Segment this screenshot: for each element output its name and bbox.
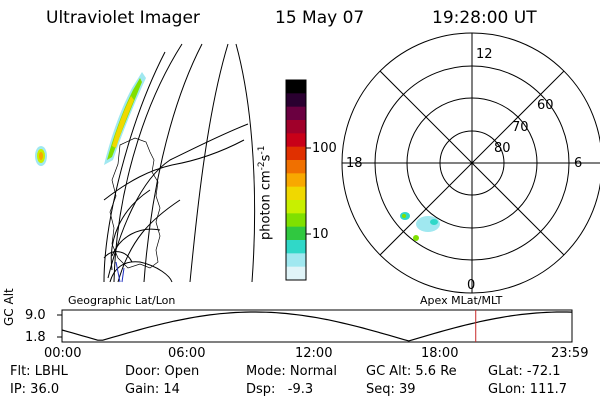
colorbar-segment bbox=[286, 133, 306, 148]
status-dsp: Dsp: -9.3 bbox=[246, 382, 314, 397]
timeline-xtick-4: 23:59 bbox=[551, 346, 589, 361]
colorbar-segment bbox=[286, 173, 306, 188]
timeline-ytick-9: 9.0 bbox=[25, 308, 46, 323]
status-filter: Flt: LBHL bbox=[10, 364, 68, 379]
mlt-label-6: 6 bbox=[574, 156, 583, 171]
colorbar-tick-100: 100 bbox=[312, 141, 337, 156]
colorbar-segment bbox=[286, 226, 306, 241]
colorbar-segment bbox=[286, 253, 306, 268]
lat-label-80: 80 bbox=[494, 141, 511, 156]
colorbar-segment bbox=[286, 120, 306, 134]
colorbar-segment bbox=[286, 106, 306, 121]
timeline-ytick-1.8: 1.8 bbox=[25, 330, 46, 345]
altitude-curve bbox=[61, 311, 573, 342]
colorbar-segment bbox=[286, 146, 306, 161]
timeline-frame bbox=[61, 309, 573, 343]
timeline-xtick-3: 18:00 bbox=[421, 346, 459, 361]
status-seq: Seq: 39 bbox=[366, 382, 416, 397]
left-emission-blobs bbox=[35, 72, 146, 166]
colorbar-segment bbox=[286, 93, 306, 108]
status-gc-alt: GC Alt: 5.6 Re bbox=[366, 364, 457, 379]
colorbar-unit-label: photon cm-2s-1 bbox=[257, 145, 274, 240]
lat-label-60: 60 bbox=[537, 98, 554, 113]
geographic-grid bbox=[103, 43, 256, 283]
colorbar-segment bbox=[286, 80, 306, 94]
right-panel-label: Apex MLat/MLT bbox=[420, 294, 503, 307]
lat-label-70: 70 bbox=[512, 120, 529, 135]
timeline-xtick-0: 00:00 bbox=[44, 346, 82, 361]
left-panel-label: Geographic Lat/Lon bbox=[68, 294, 176, 307]
status-mode: Mode: Normal bbox=[246, 364, 337, 379]
polar-grid bbox=[341, 32, 600, 294]
colorbar-segment bbox=[286, 266, 306, 281]
instrument-title: Ultraviolet Imager bbox=[46, 8, 200, 28]
timeline-xtick-1: 06:00 bbox=[168, 346, 206, 361]
status-glon: GLon: 111.7 bbox=[488, 382, 568, 397]
polar-emission bbox=[400, 212, 440, 241]
date-label: 15 May 07 bbox=[275, 8, 365, 28]
continent-outline bbox=[109, 137, 161, 269]
status-door: Door: Open bbox=[125, 364, 200, 379]
time-label: 19:28:00 UT bbox=[432, 8, 537, 28]
mlt-label-18: 18 bbox=[346, 156, 363, 171]
colorbar-segment bbox=[286, 240, 306, 254]
colorbar-segment bbox=[286, 213, 306, 228]
colorbar bbox=[286, 80, 306, 281]
status-ip: IP: 36.0 bbox=[10, 382, 60, 397]
mlt-label-0: 0 bbox=[467, 278, 476, 293]
status-glat: GLat: -72.1 bbox=[488, 364, 561, 379]
timeline-xtick-2: 12:00 bbox=[295, 346, 333, 361]
status-gain: Gain: 14 bbox=[125, 382, 180, 397]
timeline-axis-label: GC Alt bbox=[2, 288, 16, 326]
mlt-label-12: 12 bbox=[476, 47, 493, 62]
colorbar-segment bbox=[286, 186, 306, 201]
colorbar-tick-10: 10 bbox=[312, 227, 329, 242]
colorbar-segment bbox=[286, 200, 306, 214]
colorbar-segment bbox=[286, 160, 306, 174]
